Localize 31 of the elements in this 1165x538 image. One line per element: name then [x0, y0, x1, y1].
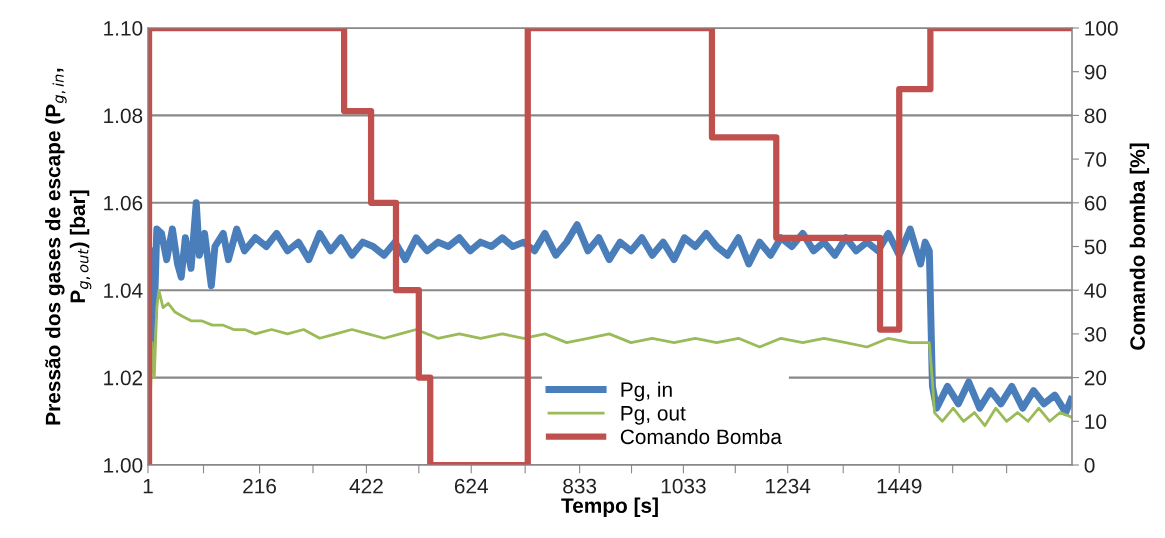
x-axis-title: Tempo [s]	[561, 497, 658, 518]
text: Pressão dos gases de escape (P$_{g,in}$, P$_{g,out}$) [bar]	[45, 68, 92, 425]
x-tick-label: 833	[563, 478, 597, 494]
y-tick-label: 1.08	[104, 108, 143, 124]
y-tick-label: 1.04	[104, 283, 143, 298]
y2-axis-title: Comando bomba [%]	[1129, 143, 1150, 350]
y-tick-label: 1.02	[104, 370, 143, 386]
y2-tick-label: 40	[1084, 283, 1107, 298]
y2-tick-label: 60	[1084, 195, 1107, 211]
x-tick-label: 1033	[661, 478, 706, 494]
y2-tick-label: 30	[1084, 326, 1107, 342]
x-tick-label: 624	[454, 478, 488, 494]
y2-tick-label: 90	[1084, 64, 1107, 80]
y2-tick-label: 50	[1084, 239, 1107, 255]
legend-label: Pg, in	[621, 381, 672, 402]
y-tick-label: 1.00	[104, 458, 143, 473]
y2-tick-label: 10	[1085, 414, 1107, 430]
y2-tick-label: 80	[1084, 108, 1107, 124]
y2-tick-label: 100	[1085, 21, 1118, 36]
legend-label: Pg, out	[621, 406, 686, 425]
y-tick-label: 1.06	[104, 195, 143, 211]
x-tick-label: 1234	[766, 478, 811, 494]
y2-tick-label: 20	[1084, 370, 1107, 386]
x-tick-label: 216	[243, 478, 277, 494]
y-tick-label: 1.10	[104, 21, 143, 36]
y2-tick-label: 0	[1084, 458, 1095, 473]
y2-tick-label: 70	[1084, 152, 1107, 167]
x-tick-label: 1449	[877, 478, 922, 494]
legend-label: Comando Bomba	[620, 428, 782, 445]
x-tick-label: 1	[143, 478, 153, 494]
x-tick-label: 422	[349, 478, 383, 494]
